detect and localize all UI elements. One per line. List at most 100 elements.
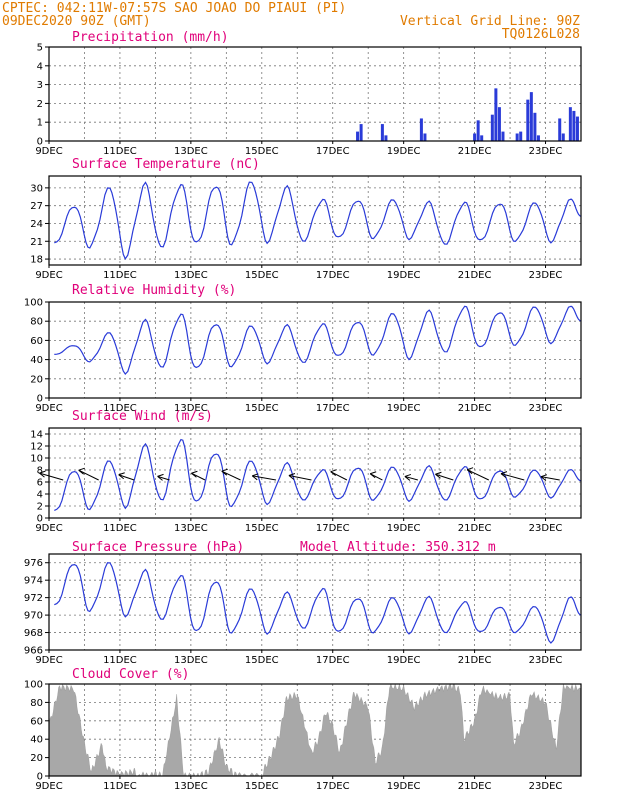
panel-frame bbox=[48, 175, 582, 266]
y-tick-label: 20 bbox=[30, 753, 43, 764]
y-tick-label: 24 bbox=[30, 219, 43, 230]
wind-arrowhead bbox=[191, 470, 198, 478]
x-tick-label: 23DEC bbox=[529, 403, 563, 414]
wind-arrowhead bbox=[251, 473, 259, 481]
y-tick-label: 1 bbox=[37, 118, 43, 129]
y-tick-label: 0 bbox=[37, 514, 43, 525]
panel-humidity: Relative Humidity (%) 0 20 40 60 80 100 9DEC 11D… bbox=[24, 283, 582, 414]
x-tick-label: 17DEC bbox=[316, 403, 350, 414]
x-tick-label: 9DEC bbox=[35, 403, 62, 414]
wind-arrowhead bbox=[330, 469, 337, 477]
y-tick-label: 20 bbox=[30, 374, 43, 385]
x-tick-label: 13DEC bbox=[174, 781, 208, 792]
y-tick-label: 4 bbox=[37, 490, 43, 501]
wind-vector bbox=[78, 469, 99, 481]
wind-vector bbox=[118, 474, 135, 481]
x-tick-label: 21DEC bbox=[458, 146, 492, 157]
wind-arrowhead bbox=[369, 471, 377, 479]
x-tick-label: 9DEC bbox=[35, 523, 62, 534]
panel-cloud-cover: Cloud Cover (%) 0 20 40 60 80 100 9DEC 11DEC 13DE… bbox=[24, 667, 582, 792]
x-tick-label: 13DEC bbox=[174, 403, 208, 414]
x-tick-label: 17DEC bbox=[316, 781, 350, 792]
precip-bar bbox=[529, 92, 533, 141]
model-altitude-label: Model Altitude: 350.312 m bbox=[300, 540, 496, 555]
wind-arrowhead bbox=[466, 467, 474, 475]
panel-frame bbox=[48, 46, 582, 142]
precip-bar bbox=[536, 135, 540, 141]
x-tick-label: 17DEC bbox=[316, 146, 350, 157]
x-tick-label: 19DEC bbox=[387, 146, 421, 157]
panel-precipitation: Precipitation (mm/h) 0 1 2 3 4 5 9DEC 11DEC 13DEC… bbox=[35, 30, 582, 157]
precip-bar bbox=[359, 124, 363, 141]
y-tick-label: 21 bbox=[30, 237, 43, 248]
wind-vector bbox=[330, 471, 348, 481]
x-tick-label: 23DEC bbox=[529, 781, 563, 792]
panel-pressure: Surface Pressure (hPa) Model Altitude: 35… bbox=[24, 540, 582, 666]
precip-bar bbox=[501, 131, 505, 141]
panel-title-precipitation: Precipitation (mm/h) bbox=[72, 30, 229, 45]
y-tick-label: 27 bbox=[30, 201, 43, 212]
series-line-humidity bbox=[54, 305, 582, 375]
precip-bar bbox=[572, 110, 576, 141]
y-tick-label: 80 bbox=[30, 317, 43, 328]
header-date: 09DEC2020 90Z (GMT) bbox=[2, 14, 151, 29]
header-location: CPTEC: 042:11W-07:57S SAO JOAO DO PIAUI … bbox=[2, 1, 346, 16]
precip-bar bbox=[476, 120, 480, 141]
wind-arrowhead bbox=[404, 473, 412, 481]
x-tick-label: 17DEC bbox=[316, 655, 350, 666]
wind-vector bbox=[288, 475, 312, 481]
header-vertical-grid: Vertical Grid Line: 90Z bbox=[400, 14, 580, 29]
wind-arrowhead bbox=[435, 471, 442, 479]
precip-bar bbox=[380, 124, 384, 141]
y-tick-label: 18 bbox=[30, 255, 43, 266]
precip-bar bbox=[384, 135, 388, 141]
x-tick-label: 13DEC bbox=[174, 270, 208, 281]
x-tick-label: 21DEC bbox=[458, 403, 492, 414]
wind-arrowhead bbox=[221, 468, 228, 476]
precip-bar bbox=[480, 135, 484, 141]
x-tick-label: 11DEC bbox=[103, 146, 137, 157]
series-line-temperature bbox=[54, 181, 582, 261]
wind-vector bbox=[404, 475, 418, 481]
x-tick-label: 13DEC bbox=[174, 146, 208, 157]
precip-bar bbox=[558, 118, 562, 141]
x-tick-label: 19DEC bbox=[387, 403, 421, 414]
wind-vector bbox=[500, 473, 525, 481]
panel-frame bbox=[48, 427, 582, 519]
y-tick-label: 974 bbox=[24, 576, 43, 587]
panel-frame bbox=[48, 301, 582, 399]
x-tick-label: 9DEC bbox=[35, 655, 62, 666]
panel-title-pressure: Surface Pressure (hPa) bbox=[72, 540, 244, 555]
y-tick-label: 972 bbox=[24, 593, 43, 604]
precip-bar bbox=[490, 114, 494, 141]
wind-vector bbox=[221, 470, 241, 481]
x-tick-label: 15DEC bbox=[245, 270, 279, 281]
wind-arrowhead bbox=[288, 473, 296, 480]
y-tick-label: 2 bbox=[37, 99, 43, 110]
x-tick-label: 23DEC bbox=[529, 146, 563, 157]
x-tick-label: 21DEC bbox=[458, 781, 492, 792]
x-tick-label: 17DEC bbox=[316, 523, 350, 534]
y-tick-label: 12 bbox=[30, 442, 43, 453]
y-tick-label: 3 bbox=[37, 80, 43, 91]
x-tick-label: 19DEC bbox=[387, 781, 421, 792]
x-tick-label: 11DEC bbox=[103, 781, 137, 792]
x-tick-label: 9DEC bbox=[35, 781, 62, 792]
wind-vector bbox=[435, 473, 454, 481]
y-tick-label: 0 bbox=[37, 772, 43, 783]
y-tick-label: 976 bbox=[24, 558, 43, 569]
panel-title-cloud-cover: Cloud Cover (%) bbox=[72, 667, 189, 682]
panel-frame bbox=[48, 683, 582, 777]
header-model-id: TQ0126L028 bbox=[502, 27, 580, 42]
x-tick-label: 19DEC bbox=[387, 523, 421, 534]
wind-arrowhead bbox=[540, 474, 548, 482]
y-tick-label: 8 bbox=[37, 466, 43, 477]
x-tick-label: 21DEC bbox=[458, 270, 492, 281]
wind-arrowhead bbox=[500, 471, 508, 478]
y-tick-label: 30 bbox=[30, 183, 43, 194]
y-tick-label: 100 bbox=[24, 680, 43, 691]
x-tick-label: 19DEC bbox=[387, 270, 421, 281]
y-tick-label: 5 bbox=[37, 43, 43, 54]
